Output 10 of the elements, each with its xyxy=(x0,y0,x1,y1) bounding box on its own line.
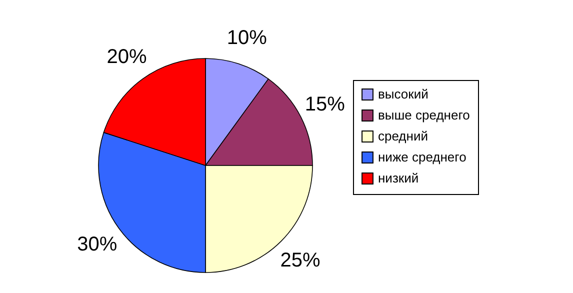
legend-label: выше среднего xyxy=(378,108,470,122)
data-label: 25% xyxy=(280,249,320,272)
data-label: 10% xyxy=(226,27,268,50)
legend-label: низкий xyxy=(378,170,419,186)
data-label: 30% xyxy=(77,233,118,256)
data-label: 15% xyxy=(304,94,346,116)
data-label: 20% xyxy=(106,46,147,68)
legend-label: высокий xyxy=(378,86,428,102)
legend-label: средний xyxy=(378,128,428,144)
legend-label: ниже среднего xyxy=(378,150,466,164)
